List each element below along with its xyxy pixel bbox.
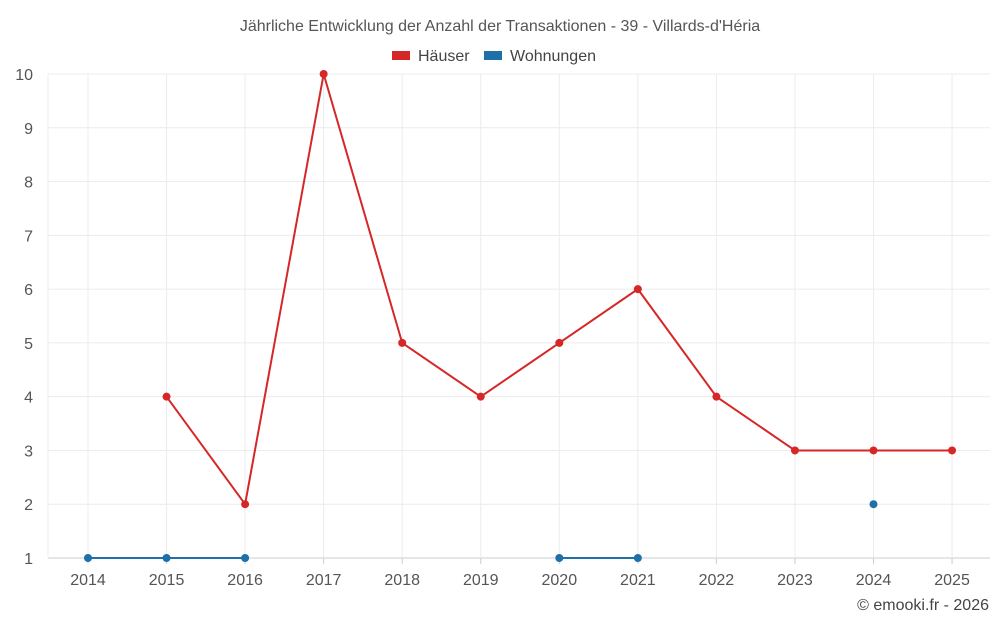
x-tick-label: 2018 (384, 572, 420, 589)
data-point-wohnungen[interactable] (633, 554, 642, 562)
x-tick-label: 2020 (542, 572, 578, 589)
legend-swatch-wohnungen (484, 51, 502, 60)
y-tick-label: 1 (24, 551, 33, 568)
legend-label-haeuser[interactable]: Häuser (418, 48, 470, 65)
x-tick-label: 2024 (856, 572, 892, 589)
y-tick-label: 3 (24, 443, 33, 460)
y-tick-label: 6 (24, 282, 33, 299)
data-point-wohnungen[interactable] (84, 554, 92, 562)
data-point-haeuser[interactable] (869, 446, 878, 455)
data-point-haeuser[interactable] (555, 338, 564, 347)
data-point-haeuser[interactable] (319, 70, 328, 78)
x-axis: 2014 2015 2016 2017 2018 2019 2020 2021 2022 2023… (70, 572, 970, 589)
credit-text[interactable]: © emooki.fr - 2026 (857, 597, 989, 614)
legend-label-wohnungen[interactable]: Wohnungen (510, 48, 596, 65)
x-tick-label: 2019 (463, 572, 499, 589)
data-point-haeuser[interactable] (162, 392, 171, 401)
chart-title: Jährliche Entwicklung der Anzahl der Tra… (240, 18, 760, 35)
x-gridlines (47, 74, 953, 564)
x-tick-label: 2021 (620, 572, 656, 589)
data-point-wohnungen[interactable] (555, 554, 564, 562)
y-tick-label: 4 (24, 390, 33, 407)
data-point-haeuser[interactable] (398, 338, 407, 347)
y-tick-label: 7 (24, 228, 33, 245)
data-point-wohnungen[interactable] (241, 554, 250, 562)
data-point-wohnungen[interactable] (869, 500, 878, 509)
data-point-haeuser[interactable] (948, 446, 957, 455)
x-tick-label: 2025 (934, 572, 970, 589)
data-point-haeuser[interactable] (476, 392, 485, 401)
data-point-haeuser[interactable] (633, 285, 642, 294)
y-tick-label: 2 (24, 497, 33, 514)
data-point-haeuser[interactable] (790, 446, 799, 455)
series-lines (88, 73, 953, 559)
x-tick-label: 2014 (70, 572, 106, 589)
x-tick-label: 2016 (227, 572, 263, 589)
legend: Häuser Wohnungen (392, 48, 596, 65)
series-points (84, 70, 957, 562)
x-tick-label: 2015 (149, 572, 185, 589)
x-tick-label: 2017 (306, 572, 342, 589)
data-point-wohnungen[interactable] (162, 554, 171, 562)
y-tick-label: 10 (15, 67, 33, 84)
legend-swatch-haeuser (392, 51, 410, 60)
data-point-haeuser[interactable] (241, 500, 250, 509)
y-axis: 1 2 3 4 5 6 7 8 9 10 (15, 67, 33, 568)
data-point-haeuser[interactable] (712, 392, 721, 401)
y-tick-label: 5 (24, 336, 33, 353)
y-gridlines (48, 73, 990, 559)
x-tick-label: 2022 (699, 572, 735, 589)
y-tick-label: 8 (24, 175, 33, 192)
y-tick-label: 9 (24, 121, 33, 138)
x-tick-label: 2023 (777, 572, 813, 589)
